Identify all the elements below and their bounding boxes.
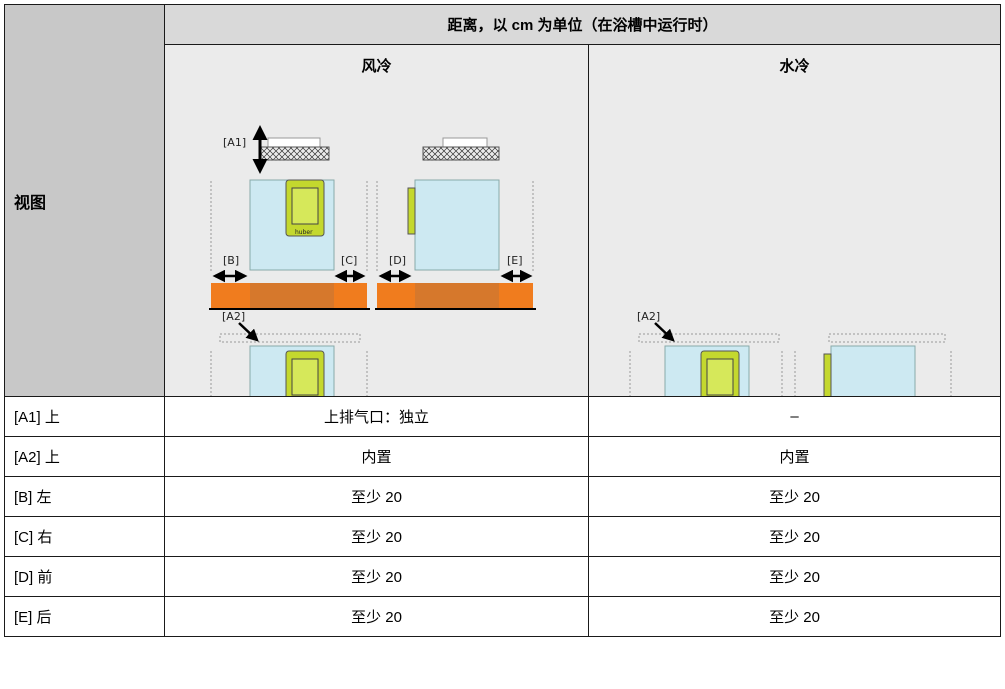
table-row: [C] 右 至少 20 至少 20	[4, 516, 1001, 557]
air-cooled-diagram: huber [A1] [B] [C]	[209, 125, 536, 396]
water-value: 内置	[588, 436, 1001, 477]
label-c: [C]	[341, 254, 357, 267]
svg-text:[A2]: [A2]	[637, 310, 660, 323]
table-row: [E] 后 至少 20 至少 20	[4, 596, 1001, 637]
water-value: 至少 20	[588, 516, 1001, 557]
air-front-view-a1: [D] [E]	[375, 137, 536, 310]
water-value: 至少 20	[588, 476, 1001, 517]
air-cooled-title: 风冷	[361, 58, 392, 75]
water-side-view-a2: [A2] [B] [C]	[629, 310, 783, 396]
air-value: 至少 20	[164, 516, 589, 557]
air-side-view-a1: huber [A1] [B] [C]	[209, 125, 370, 310]
table-row: [B] 左 至少 20 至少 20	[4, 476, 1001, 517]
water-front-view-a2: [D] [E]	[794, 333, 952, 396]
row-label: [D] 前	[4, 556, 165, 597]
table-row: [A1] 上 上排气口：独立 –	[4, 396, 1001, 437]
label-a1: [A1]	[223, 136, 246, 149]
label-a2: [A2]	[222, 310, 245, 323]
air-value: 至少 20	[164, 596, 589, 637]
row-label: [A2] 上	[4, 436, 165, 477]
logo-text: huber	[295, 229, 313, 236]
air-cooled-figure-cell: 风冷	[164, 44, 589, 397]
label-e: [E]	[507, 254, 523, 267]
table-row: [D] 前 至少 20 至少 20	[4, 556, 1001, 597]
distance-header: 距离，以 cm 为单位（在浴槽中运行时）	[164, 4, 1001, 45]
view-header: 视图	[4, 4, 165, 397]
water-value: –	[588, 396, 1001, 437]
water-value: 至少 20	[588, 596, 1001, 637]
water-cooled-title: 水冷	[779, 58, 810, 75]
clearance-table: 视图 距离，以 cm 为单位（在浴槽中运行时） 风冷	[4, 4, 1001, 637]
row-label: [C] 右	[4, 516, 165, 557]
water-cooled-figure-cell: 水冷 [A2] [B] [C]	[588, 44, 1001, 397]
water-cooled-diagram: [A2] [B] [C] [D] [E]	[629, 310, 952, 396]
air-value: 至少 20	[164, 476, 589, 517]
air-value: 上排气口：独立	[164, 396, 589, 437]
row-label: [B] 左	[4, 476, 165, 517]
air-value: 至少 20	[164, 556, 589, 597]
table-row: [A2] 上 内置 内置	[4, 436, 1001, 477]
label-b: [B]	[223, 254, 239, 267]
air-side-view-a2: [A2] [B] [C]	[210, 310, 368, 396]
air-value: 内置	[164, 436, 589, 477]
label-d: [D]	[389, 254, 406, 267]
water-value: 至少 20	[588, 556, 1001, 597]
row-label: [E] 后	[4, 596, 165, 637]
row-label: [A1] 上	[4, 396, 165, 437]
